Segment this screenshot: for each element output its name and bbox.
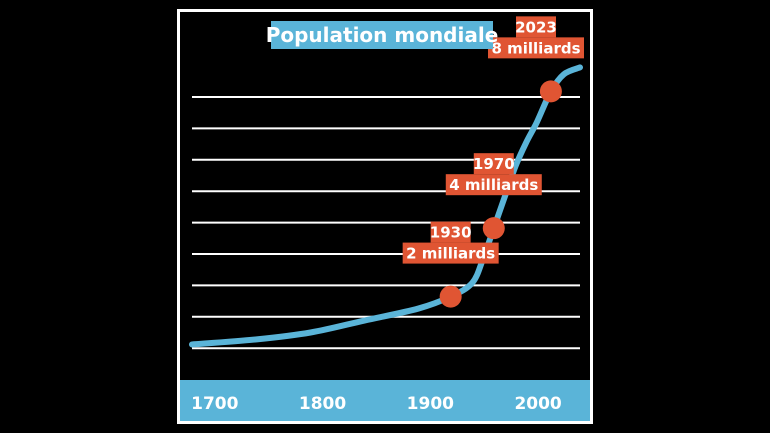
x-tick-label: 2000 [514,394,561,414]
annotation-year-box [473,153,514,175]
annotation-value-box [445,174,542,196]
annotation-marker [439,285,462,308]
x-tick-label: 1800 [299,394,346,414]
annotation-year-box [430,221,471,243]
annotation-year-label: 1970 [473,155,515,173]
annotation-value-label: 8 milliards [491,39,580,57]
x-axis-band [180,380,590,421]
annotation-value-box [402,242,499,264]
x-axis-ticks: 1700 1800 1900 2000 [191,394,562,414]
annotation-value-label: 2 milliards [406,245,495,263]
annotation-value-label: 4 milliards [449,176,538,194]
title-box [271,21,493,49]
x-tick-label: 1700 [191,394,238,414]
annotation-value-box [488,37,584,59]
annotation-marker [482,217,505,240]
annotation-year-label: 1930 [430,224,472,242]
annotations: 1930 2 milliards 1970 4 milliards 2023 8 mill… [402,16,584,308]
gridlines [192,96,580,350]
chart-title: Population mondiale [266,23,499,47]
annotation-marker [539,80,562,103]
annotation-year-label: 2023 [515,18,557,36]
chart-frame [177,9,593,424]
x-tick-label: 1900 [407,394,454,414]
annotation-year-box [516,16,556,38]
